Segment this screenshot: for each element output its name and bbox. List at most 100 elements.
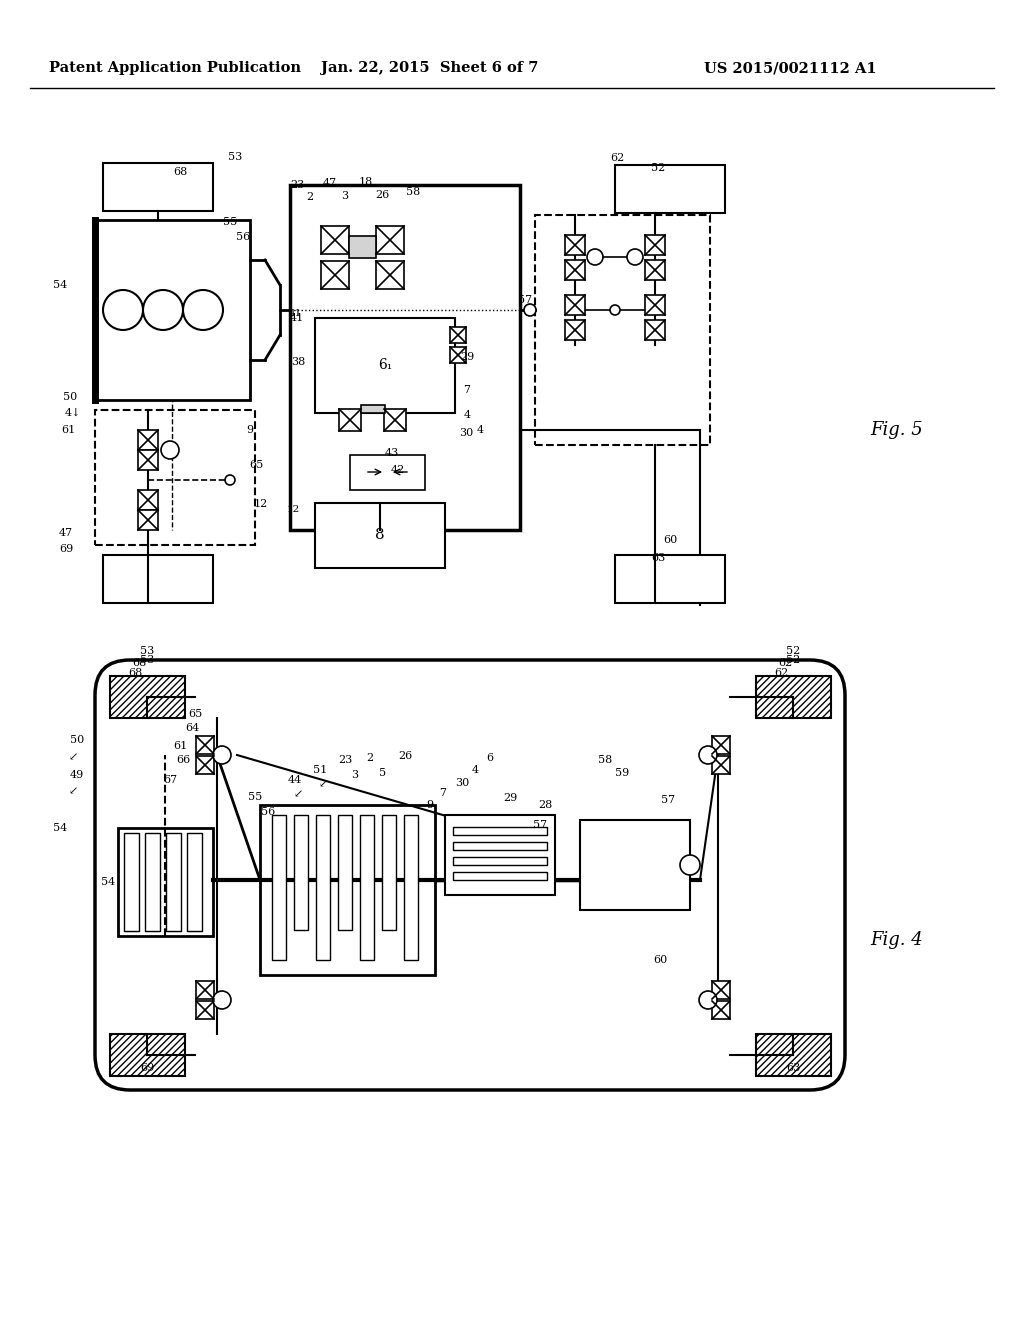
Circle shape [225,475,234,484]
Circle shape [680,855,700,875]
Bar [118,828,213,936]
Bar [445,814,555,895]
Bar [321,226,349,253]
Text: ↙: ↙ [293,789,303,800]
Bar [350,455,425,490]
Text: 12: 12 [254,499,268,510]
Text: 65: 65 [187,709,202,719]
Bar [196,756,214,774]
Text: 4↓: 4↓ [65,408,81,418]
Bar [360,814,374,960]
Text: 18: 18 [358,177,373,187]
Text: 68: 68 [128,668,142,678]
FancyBboxPatch shape [95,660,845,1090]
Bar [95,220,250,400]
Bar [453,873,547,880]
Text: 58: 58 [598,755,612,766]
Text: 7: 7 [439,788,446,799]
Bar [376,261,404,289]
Bar [384,409,406,432]
Text: 43: 43 [385,447,399,458]
Text: 65: 65 [249,459,263,470]
Circle shape [699,991,717,1008]
Bar [712,756,730,774]
Text: 52: 52 [651,162,666,173]
Text: ↙: ↙ [69,752,78,763]
Text: 57: 57 [660,795,675,805]
Bar [339,409,361,432]
Circle shape [627,249,643,265]
Text: 54: 54 [53,280,68,290]
Circle shape [699,746,717,764]
Text: 2: 2 [306,191,313,202]
Text: ↙: ↙ [318,780,328,789]
Bar [187,833,202,931]
Bar [138,490,158,510]
Text: 29: 29 [460,352,474,362]
Text: Patent Application Publication: Patent Application Publication [49,61,301,75]
Text: 28: 28 [538,800,552,810]
Text: 41: 41 [290,313,304,323]
Text: 60: 60 [653,954,667,965]
Bar [382,814,396,931]
Bar [166,833,181,931]
Bar [376,226,404,253]
Bar [321,261,349,289]
Bar [712,1001,730,1019]
Text: 58: 58 [406,187,420,197]
Bar [712,981,730,999]
Circle shape [524,304,536,315]
Text: Jan. 22, 2015  Sheet 6 of 7: Jan. 22, 2015 Sheet 6 of 7 [322,61,539,75]
Text: 12: 12 [287,506,300,515]
Text: 69: 69 [58,544,73,554]
Text: 57: 57 [518,294,532,305]
Bar [294,814,308,931]
Text: 68: 68 [132,657,146,668]
Text: 67: 67 [163,775,177,785]
Bar [110,676,185,718]
Bar [290,185,520,531]
Bar [645,319,665,341]
Bar [138,510,158,531]
Text: 9: 9 [426,800,433,810]
Text: 63: 63 [785,1063,800,1073]
Text: 30: 30 [459,428,473,438]
Bar [645,235,665,255]
Text: 60: 60 [663,535,677,545]
Text: 30: 30 [455,777,469,788]
Bar [316,814,330,960]
Bar [196,981,214,999]
Text: 5: 5 [380,768,387,777]
Text: 41: 41 [289,309,302,318]
Bar [450,327,466,343]
Circle shape [587,249,603,265]
Text: 55: 55 [223,216,238,227]
Bar [103,554,213,603]
Text: 8: 8 [375,528,385,543]
Bar [272,814,286,960]
Text: 52: 52 [785,655,800,665]
Bar [535,215,710,445]
Bar [645,260,665,280]
Bar [756,676,831,718]
Text: 49: 49 [70,770,84,780]
Bar [404,814,418,960]
Bar [110,1034,185,1076]
Text: 52: 52 [785,645,800,656]
Text: 59: 59 [614,768,629,777]
Bar [196,737,214,754]
Text: 7: 7 [464,385,470,395]
Circle shape [610,305,620,315]
Bar [615,165,725,213]
Circle shape [213,746,231,764]
Bar [615,554,725,603]
Bar [712,737,730,754]
Text: 42: 42 [391,465,406,475]
Text: 4: 4 [471,766,478,775]
Bar [349,236,376,257]
Bar [361,405,385,413]
Bar [453,857,547,865]
Bar [196,1001,214,1019]
Bar [450,347,466,363]
Text: 53: 53 [140,655,155,665]
